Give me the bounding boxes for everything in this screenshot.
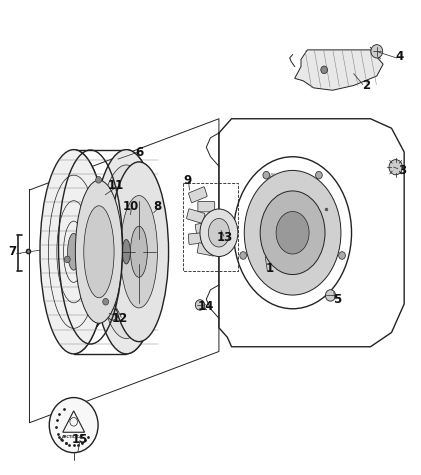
Text: 3: 3 [398,164,406,178]
Circle shape [371,45,383,58]
FancyBboxPatch shape [189,187,207,203]
FancyBboxPatch shape [198,201,215,212]
Ellipse shape [131,226,147,277]
Circle shape [49,398,98,453]
Ellipse shape [114,213,139,291]
Ellipse shape [93,150,160,354]
Ellipse shape [84,206,114,298]
Ellipse shape [244,171,341,295]
Circle shape [263,171,269,179]
Circle shape [103,298,109,305]
Ellipse shape [68,233,80,270]
Ellipse shape [276,211,309,254]
Text: 8: 8 [154,200,162,213]
Circle shape [64,256,70,263]
Circle shape [316,171,322,179]
Ellipse shape [40,150,107,354]
Circle shape [108,309,118,320]
Circle shape [325,290,336,301]
Text: 13: 13 [217,231,233,244]
Text: 11: 11 [108,179,124,192]
Circle shape [240,252,247,259]
Ellipse shape [109,162,168,342]
Ellipse shape [75,180,123,323]
Ellipse shape [120,196,157,308]
FancyBboxPatch shape [197,243,215,256]
Text: 14: 14 [198,300,214,313]
Ellipse shape [200,209,238,256]
Text: 2: 2 [362,79,370,92]
Text: ARCTIC·CAT: ARCTIC·CAT [62,436,85,439]
Text: 5: 5 [333,293,341,306]
Ellipse shape [260,191,325,275]
Text: 6: 6 [135,145,143,159]
Text: 1: 1 [265,262,274,275]
Polygon shape [295,50,383,90]
Ellipse shape [120,231,133,272]
Text: 12: 12 [112,312,128,325]
Text: 7: 7 [8,245,17,258]
FancyBboxPatch shape [188,232,206,245]
Polygon shape [74,150,160,354]
FancyBboxPatch shape [195,221,213,235]
Ellipse shape [122,239,131,264]
Text: W: W [269,173,274,178]
Circle shape [195,300,205,310]
Ellipse shape [208,218,229,247]
Text: 9: 9 [183,174,192,187]
Text: 15: 15 [72,433,88,446]
Ellipse shape [98,165,155,339]
Text: 10: 10 [123,200,139,213]
FancyBboxPatch shape [187,209,205,223]
Ellipse shape [106,190,147,313]
Circle shape [321,66,328,74]
Text: 4: 4 [396,50,404,64]
Circle shape [338,252,345,259]
Circle shape [389,160,402,175]
Circle shape [96,177,101,183]
